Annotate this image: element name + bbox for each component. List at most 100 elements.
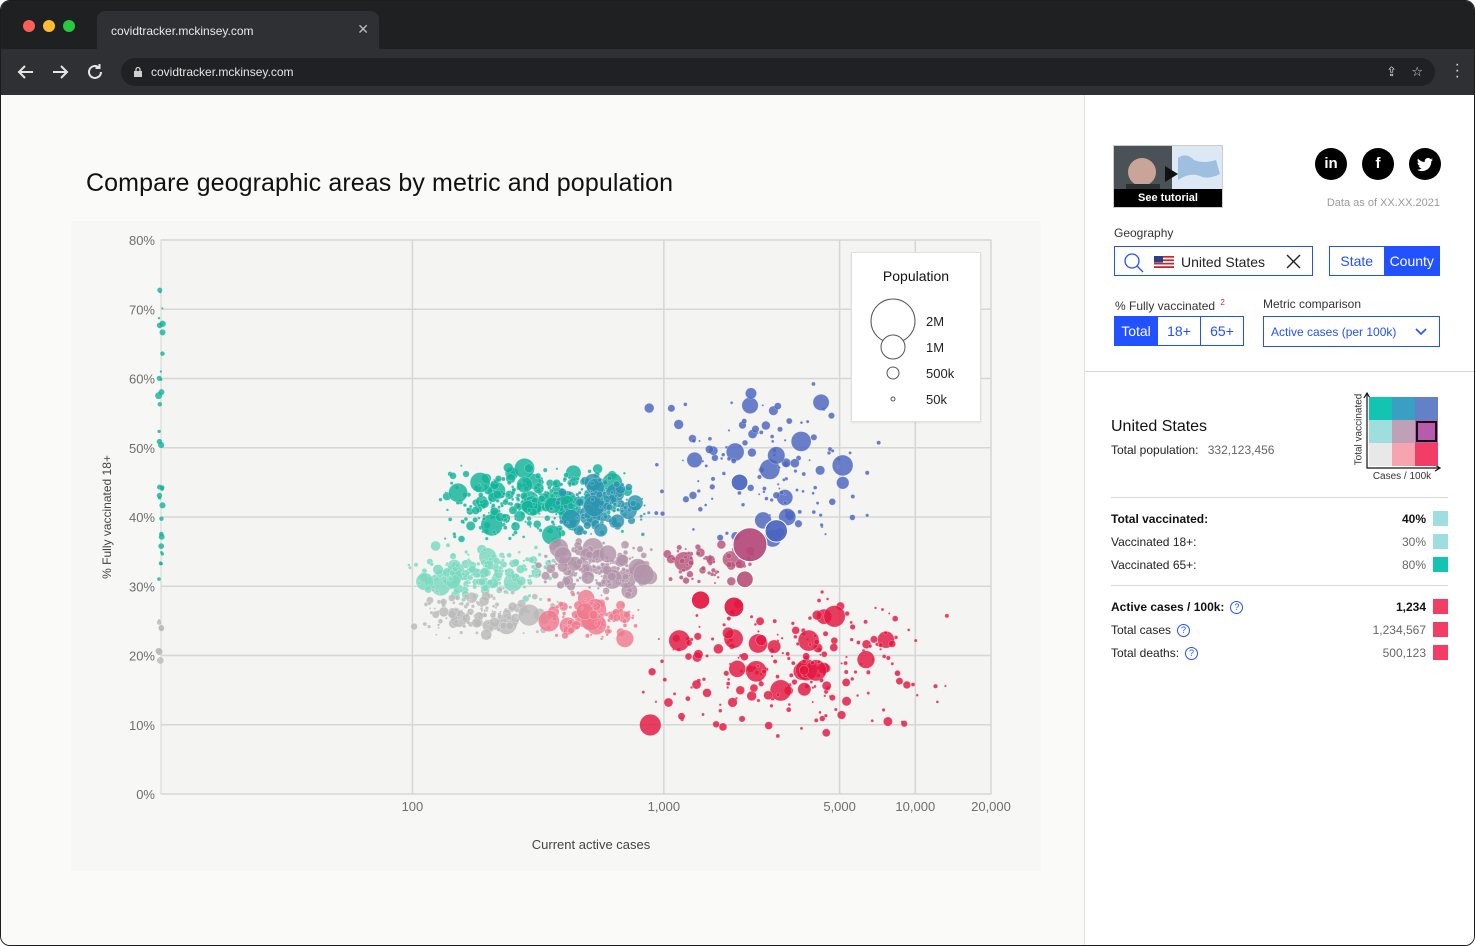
forward-arrow-icon[interactable] (49, 61, 71, 83)
data-point (559, 482, 564, 487)
data-point (831, 454, 854, 477)
data-point (486, 620, 491, 625)
data-point (510, 590, 515, 595)
vaccinated-total-button[interactable]: Total (1115, 317, 1158, 345)
data-point (622, 505, 628, 510)
data-point (727, 697, 738, 708)
data-point (721, 452, 726, 457)
data-point (155, 392, 163, 400)
help-icon[interactable]: ? (1185, 647, 1199, 660)
matrix-cell[interactable] (1415, 420, 1438, 443)
data-point (443, 537, 447, 541)
data-point (644, 402, 655, 414)
data-point (932, 683, 938, 689)
bubble-chart[interactable]: 0% 10% 20% 30% 40% 50% 60% 70% 80% 100 1,000 5,000 1… (71, 221, 1041, 871)
matrix-cell[interactable] (1415, 397, 1438, 420)
data-point (788, 672, 794, 678)
x-tick-label: 100 (402, 799, 424, 814)
data-point (753, 622, 758, 627)
help-icon[interactable]: ? (1230, 601, 1244, 614)
help-icon[interactable]: ? (1177, 624, 1191, 637)
data-point (622, 618, 627, 624)
tutorial-video-thumbnail[interactable]: See tutorial (1113, 145, 1223, 208)
data-point (517, 550, 522, 555)
detail-sidebar: See tutorial in f Data as of XX.XX.2021 … (1084, 95, 1474, 945)
data-point (761, 668, 767, 675)
data-point (893, 635, 899, 640)
window-minimize-button[interactable] (43, 20, 55, 32)
data-point (494, 475, 503, 483)
data-point (764, 496, 769, 501)
clear-icon[interactable] (1286, 254, 1301, 269)
data-point (481, 516, 487, 522)
data-point (501, 491, 506, 496)
data-point (480, 549, 484, 554)
data-point (816, 598, 822, 603)
back-arrow-icon[interactable] (15, 61, 37, 83)
data-point (499, 610, 502, 614)
tab-close-icon[interactable]: ✕ (357, 21, 369, 37)
data-point (583, 521, 592, 530)
data-point (505, 520, 508, 524)
stat-color-swatch (1433, 534, 1448, 549)
data-point (534, 472, 542, 480)
facebook-icon[interactable]: f (1362, 148, 1394, 180)
matrix-cell[interactable] (1415, 443, 1438, 466)
data-point (668, 576, 673, 582)
stat-label: Vaccinated 65+: (1111, 558, 1197, 572)
geography-search-input[interactable]: United States (1114, 246, 1313, 276)
data-point (802, 652, 811, 661)
twitter-icon[interactable] (1409, 148, 1441, 180)
data-point (641, 690, 646, 694)
metric-comparison-select[interactable]: Active cases (per 100k) (1263, 316, 1440, 347)
data-point (603, 558, 607, 562)
stat-value: 40% (1401, 512, 1426, 526)
share-icon[interactable]: ⇪ (1386, 64, 1397, 79)
data-point (756, 629, 760, 633)
data-point (449, 570, 456, 577)
matrix-cell[interactable] (1392, 397, 1415, 420)
data-point (944, 613, 950, 619)
browser-tab[interactable]: covidtracker.mckinsey.com ✕ (97, 11, 379, 49)
matrix-cell[interactable] (1369, 397, 1392, 420)
data-point (727, 428, 731, 432)
reload-icon[interactable] (84, 61, 106, 83)
data-point (756, 664, 760, 668)
bivariate-color-matrix: Total vaccinated Cases / 100k (1347, 391, 1457, 485)
data-point (684, 652, 693, 661)
browser-menu-icon[interactable]: · · · (1454, 56, 1460, 85)
vaccinated-footnote[interactable]: 2 (1220, 298, 1225, 307)
data-point (793, 469, 798, 474)
stat-label-text: Total vaccinated: (1111, 512, 1209, 526)
bookmark-star-icon[interactable]: ☆ (1411, 64, 1423, 79)
matrix-cell[interactable] (1369, 443, 1392, 466)
matrix-cell[interactable] (1392, 420, 1415, 443)
data-point (543, 490, 548, 495)
state-toggle-button[interactable]: State (1330, 247, 1385, 275)
vaccinated-18plus-button[interactable]: 18+ (1158, 317, 1201, 345)
county-toggle-button[interactable]: County (1384, 247, 1439, 275)
data-point (471, 617, 482, 629)
data-point (554, 633, 559, 638)
vaccinated-65plus-button[interactable]: 65+ (1210, 323, 1234, 339)
matrix-cell[interactable] (1369, 420, 1392, 443)
linkedin-icon[interactable]: in (1315, 148, 1347, 180)
data-point (462, 503, 468, 508)
data-point (819, 522, 824, 527)
data-point (737, 490, 742, 496)
data-point (785, 651, 791, 657)
data-point (464, 593, 469, 599)
data-point (673, 419, 684, 430)
matrix-cell[interactable] (1392, 443, 1415, 466)
address-bar[interactable]: covidtracker.mckinsey.com ⇪ ☆ (121, 58, 1435, 86)
data-point (678, 569, 683, 574)
window-close-button[interactable] (23, 20, 35, 32)
data-point (775, 674, 780, 679)
data-point (836, 476, 850, 490)
window-maximize-button[interactable] (63, 20, 75, 32)
data-point (822, 630, 829, 637)
data-point (761, 404, 765, 407)
data-point (596, 586, 600, 590)
data-point (593, 621, 599, 626)
data-point (702, 557, 706, 561)
